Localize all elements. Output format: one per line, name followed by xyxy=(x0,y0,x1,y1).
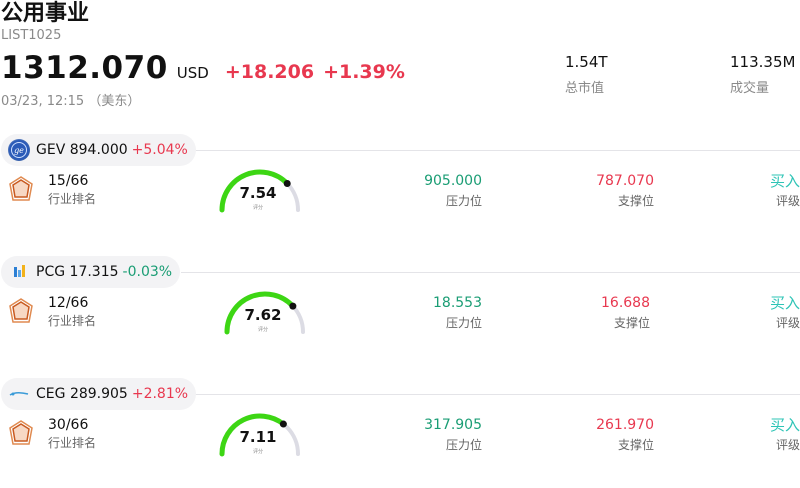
support-level: 16.688 支撑位 xyxy=(601,294,650,331)
stock-symbol-price: PCG 17.315 xyxy=(36,264,119,280)
rank-value: 30/66 xyxy=(48,417,89,433)
radar-icon xyxy=(9,176,33,201)
radar-icon xyxy=(9,420,33,445)
industry-rank: 15/66 行业排名 xyxy=(48,173,96,207)
stock-change-pct: +5.04% xyxy=(131,142,188,158)
support-label: 支撑位 xyxy=(617,194,654,208)
score-label: 评分 xyxy=(252,449,263,455)
rating-value[interactable]: 买入 xyxy=(769,416,800,434)
score-gauge: 7.54 评分 xyxy=(218,164,308,214)
index-code: LIST1025 xyxy=(1,28,62,43)
index-price: 1312.070 xyxy=(1,50,168,86)
industry-rank: 30/66 行业排名 xyxy=(48,417,96,451)
market-cap-value: 1.54T xyxy=(565,53,608,71)
stock-change-pct: -0.03% xyxy=(122,264,173,280)
support-level: 261.970 支撑位 xyxy=(596,416,654,453)
card-divider xyxy=(181,272,800,273)
score-value: 7.11 xyxy=(239,428,277,446)
stock-pill[interactable]: ge GEV 894.000 +5.04% xyxy=(1,134,196,166)
market-cap-label: 总市值 xyxy=(565,81,605,96)
resistance-value: 905.000 xyxy=(424,173,482,189)
resistance-level: 317.905 压力位 xyxy=(424,416,482,453)
support-label: 支撑位 xyxy=(617,438,654,452)
price-change-pct: +1.39% xyxy=(323,61,405,83)
radar-icon xyxy=(9,298,33,323)
stock-pill[interactable]: CEG 289.905 +2.81% xyxy=(1,378,197,410)
constellation-logo-icon xyxy=(8,383,30,405)
rank-value: 15/66 xyxy=(48,173,89,189)
volume-value: 113.35M xyxy=(730,53,796,71)
card-divider xyxy=(195,394,800,395)
resistance-value: 317.905 xyxy=(424,417,482,433)
price-change: +18.206 xyxy=(224,61,315,83)
market-cap-stat: 1.54T 总市值 xyxy=(565,52,608,96)
resistance-label: 压力位 xyxy=(445,316,482,330)
stock-change-pct: +2.81% xyxy=(131,386,189,402)
support-label: 支撑位 xyxy=(613,316,650,330)
card-divider xyxy=(195,150,800,151)
score-value: 7.54 xyxy=(239,184,277,202)
industry-rank: 12/66 行业排名 xyxy=(48,295,96,329)
score-value: 7.62 xyxy=(244,306,282,324)
rating-label: 评级 xyxy=(775,194,800,208)
stock-card-gev[interactable]: ge GEV 894.000 +5.04% 15/66 行业排名 7.54 评分… xyxy=(0,134,800,256)
volume-stat: 113.35M 成交量 xyxy=(730,52,795,96)
rating-value[interactable]: 买入 xyxy=(769,172,800,190)
quote-timestamp: 03/23, 12:15 （美东） xyxy=(1,94,141,109)
rating[interactable]: 买入 评级 xyxy=(770,416,800,453)
support-level: 787.070 支撑位 xyxy=(596,172,654,209)
ge-logo-icon: ge xyxy=(8,139,30,161)
score-gauge: 7.11 评分 xyxy=(218,408,308,458)
stock-card-ceg[interactable]: CEG 289.905 +2.81% 30/66 行业排名 7.11 评分 31… xyxy=(0,378,800,488)
rank-label: 行业排名 xyxy=(48,192,97,206)
rank-value: 12/66 xyxy=(48,295,89,311)
rating[interactable]: 买入 评级 xyxy=(770,172,800,209)
rank-label: 行业排名 xyxy=(48,314,97,328)
stock-card-pcg[interactable]: PCG 17.315 -0.03% 12/66 行业排名 7.62 评分 18.… xyxy=(0,256,800,378)
stock-symbol-price: GEV 894.000 xyxy=(36,142,128,158)
rank-label: 行业排名 xyxy=(48,436,97,450)
currency-label: USD xyxy=(176,64,209,82)
rating-value[interactable]: 买入 xyxy=(769,294,800,312)
rating-label: 评级 xyxy=(775,316,800,330)
resistance-label: 压力位 xyxy=(445,438,482,452)
support-value: 16.688 xyxy=(601,295,650,311)
resistance-level: 905.000 压力位 xyxy=(424,172,482,209)
gauge-arc xyxy=(224,291,305,335)
gauge-arc xyxy=(219,413,300,457)
price-row: 1312.070 USD +18.206 +1.39% xyxy=(1,50,405,90)
volume-label: 成交量 xyxy=(730,81,770,96)
pge-logo-icon xyxy=(8,261,30,283)
stock-symbol-price: CEG 289.905 xyxy=(36,386,128,402)
resistance-value: 18.553 xyxy=(433,295,482,311)
index-title: 公用事业 xyxy=(1,1,90,26)
stock-pill[interactable]: PCG 17.315 -0.03% xyxy=(1,256,181,288)
score-label: 评分 xyxy=(252,205,263,211)
support-value: 261.970 xyxy=(596,417,654,433)
score-gauge: 7.62 评分 xyxy=(223,286,313,336)
support-value: 787.070 xyxy=(596,173,654,189)
gauge-arc xyxy=(219,169,300,213)
rating[interactable]: 买入 评级 xyxy=(770,294,800,331)
rating-label: 评级 xyxy=(775,438,800,452)
resistance-label: 压力位 xyxy=(445,194,482,208)
score-label: 评分 xyxy=(257,327,268,333)
svg-text:ge: ge xyxy=(14,146,24,155)
resistance-level: 18.553 压力位 xyxy=(433,294,482,331)
